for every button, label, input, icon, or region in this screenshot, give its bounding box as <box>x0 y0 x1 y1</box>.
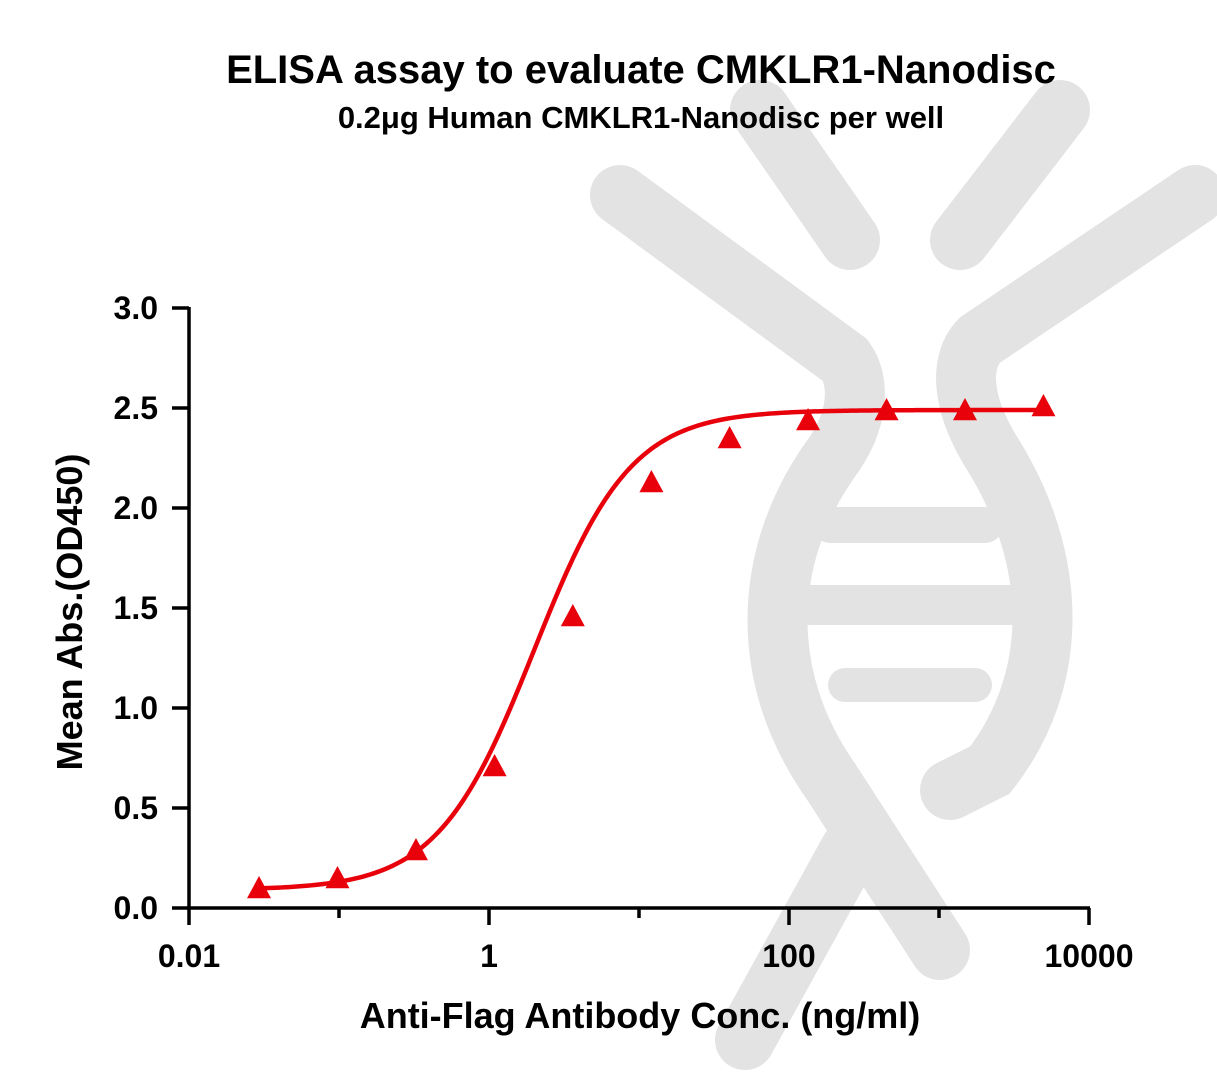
chart-title: ELISA assay to evaluate CMKLR1-Nanodisc <box>226 48 1056 92</box>
y-tick-label: 2.0 <box>114 490 158 526</box>
y-tick-label: 1.0 <box>114 690 158 726</box>
x-tick-label: 10000 <box>1045 938 1134 974</box>
x-tick-label: 100 <box>762 938 815 974</box>
data-point-triangle <box>247 876 272 899</box>
y-tick-label: 0.5 <box>114 790 158 826</box>
data-point-triangle <box>952 398 977 421</box>
data-point-triangle <box>482 754 507 777</box>
data-point-triangle <box>796 408 821 431</box>
y-tick-label: 3.0 <box>114 290 158 326</box>
data-point-triangle <box>639 470 664 493</box>
data-point-triangle <box>560 604 585 627</box>
y-tick-label: 1.5 <box>114 590 158 626</box>
x-tick-label: 0.01 <box>158 938 220 974</box>
x-tick-label: 1 <box>480 938 498 974</box>
dna-watermark-logo <box>590 80 1217 1070</box>
data-point-triangle <box>325 866 350 889</box>
series-layer <box>247 394 1056 899</box>
data-point-triangle <box>403 838 428 861</box>
data-point-triangle <box>717 426 742 449</box>
data-point-triangle <box>1031 394 1056 417</box>
data-point-triangle <box>874 398 899 421</box>
x-axis-ticks: 0.01 1 100 10000 <box>158 908 1134 974</box>
y-axis-title: Mean Abs.(OD450) <box>49 454 90 771</box>
chart-subtitle: 0.2μg Human CMKLR1-Nanodisc per well <box>338 100 944 135</box>
y-axis-ticks: 0.0 0.5 1.0 1.5 2.0 2.5 3.0 <box>114 290 189 926</box>
y-tick-label: 2.5 <box>114 390 158 426</box>
y-tick-label: 0.0 <box>114 890 158 926</box>
fit-curve <box>258 407 1044 891</box>
x-axis-title: Anti-Flag Antibody Conc. (ng/ml) <box>360 995 921 1036</box>
